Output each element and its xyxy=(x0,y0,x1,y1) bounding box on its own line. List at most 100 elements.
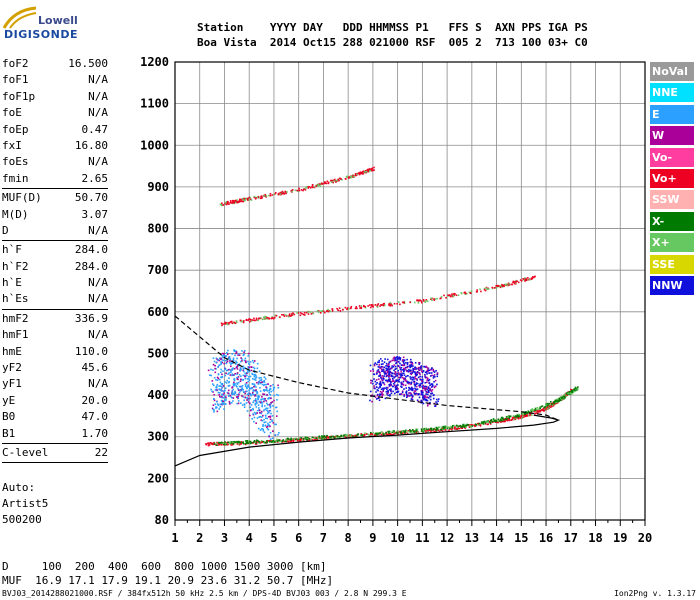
trace-point xyxy=(227,356,230,359)
trace-point xyxy=(224,321,227,324)
trace-point xyxy=(535,410,538,412)
trace-point xyxy=(276,438,278,441)
trace-point xyxy=(351,175,353,178)
trace-point xyxy=(228,372,230,374)
trace-point xyxy=(527,277,529,279)
trace-point xyxy=(294,189,297,192)
trace-point xyxy=(227,373,229,375)
trace-point xyxy=(374,396,377,398)
trace-point xyxy=(330,179,332,182)
trace-point xyxy=(386,358,389,361)
trace-point xyxy=(244,396,247,399)
trace-point xyxy=(456,428,459,430)
trace-point xyxy=(243,370,245,373)
trace-point xyxy=(242,369,245,372)
trace-point xyxy=(411,429,414,431)
trace-point xyxy=(318,435,320,438)
param-row: fmin 2.65 xyxy=(2,171,108,187)
x-tick-label: 4 xyxy=(246,531,253,545)
trace-point xyxy=(440,296,443,298)
trace-point xyxy=(285,192,287,195)
trace-point xyxy=(414,372,417,375)
trace-point xyxy=(211,383,214,385)
trace-point xyxy=(279,316,281,319)
trace-point xyxy=(425,431,427,433)
trace-point xyxy=(292,312,294,314)
trace-point xyxy=(303,187,306,190)
trace-point xyxy=(255,442,257,444)
trace-point xyxy=(514,417,517,420)
trace-point xyxy=(413,392,416,395)
trace-point xyxy=(410,386,413,389)
trace-point xyxy=(466,423,469,426)
trace-point xyxy=(439,428,442,431)
trace-point xyxy=(331,309,334,312)
trace-point xyxy=(513,417,516,420)
trace-point xyxy=(325,435,327,438)
trace-point xyxy=(229,359,232,361)
trace-point xyxy=(339,309,342,312)
trace-point xyxy=(400,381,403,384)
trace-point xyxy=(410,392,412,395)
trace-point xyxy=(450,295,452,298)
trace-point xyxy=(406,380,409,383)
trace-point xyxy=(499,285,502,287)
trace-point xyxy=(285,314,287,316)
trace-point xyxy=(249,406,252,408)
profile-curve-dashed xyxy=(174,315,559,421)
trace-point xyxy=(344,436,347,438)
trace-point xyxy=(387,390,389,392)
trace-point xyxy=(392,357,395,360)
trace-point xyxy=(248,199,250,201)
trace-point xyxy=(230,363,232,366)
trace-point xyxy=(401,430,404,433)
trace-point xyxy=(207,442,210,445)
trace-point xyxy=(430,368,433,370)
trace-point xyxy=(422,370,425,372)
trace-point xyxy=(261,404,263,406)
x-tick-label: 18 xyxy=(588,531,602,545)
trace-point xyxy=(236,373,238,375)
trace-point xyxy=(543,406,546,409)
trace-point xyxy=(251,417,253,420)
trace-point xyxy=(571,389,574,392)
trace-point xyxy=(269,394,272,396)
trace-point xyxy=(248,397,250,400)
trace-point xyxy=(379,386,382,388)
trace-point xyxy=(250,394,252,397)
trace-point xyxy=(522,278,525,281)
trace-point xyxy=(220,385,222,388)
trace-point xyxy=(373,166,375,169)
trace-point xyxy=(436,375,439,378)
trace-point xyxy=(428,382,431,384)
trace-point xyxy=(265,386,267,388)
trace-point xyxy=(424,373,426,376)
trace-point xyxy=(501,419,503,422)
trace-point xyxy=(236,383,239,386)
trace-point xyxy=(403,388,405,390)
trace-point xyxy=(227,389,230,392)
trace-point xyxy=(258,409,261,412)
trace-point xyxy=(241,404,244,406)
trace-point xyxy=(226,322,228,324)
trace-point xyxy=(350,305,353,308)
trace-point xyxy=(216,383,219,386)
trace-point xyxy=(463,291,466,294)
trace-point xyxy=(545,404,547,406)
trace-point xyxy=(235,384,237,387)
trace-point xyxy=(329,437,332,439)
trace-point xyxy=(370,379,372,382)
trace-point xyxy=(221,355,224,357)
trace-point xyxy=(405,429,407,432)
param-value: N/A xyxy=(88,328,108,342)
trace-point xyxy=(331,308,333,310)
trace-point xyxy=(403,378,405,381)
trace-point xyxy=(476,289,479,291)
trace-point xyxy=(370,434,372,437)
trace-point xyxy=(215,361,218,364)
trace-point xyxy=(393,380,395,383)
trace-point xyxy=(230,362,233,364)
trace-point xyxy=(213,376,216,379)
trace-point xyxy=(379,358,382,360)
y-tick-label: 300 xyxy=(147,430,169,444)
